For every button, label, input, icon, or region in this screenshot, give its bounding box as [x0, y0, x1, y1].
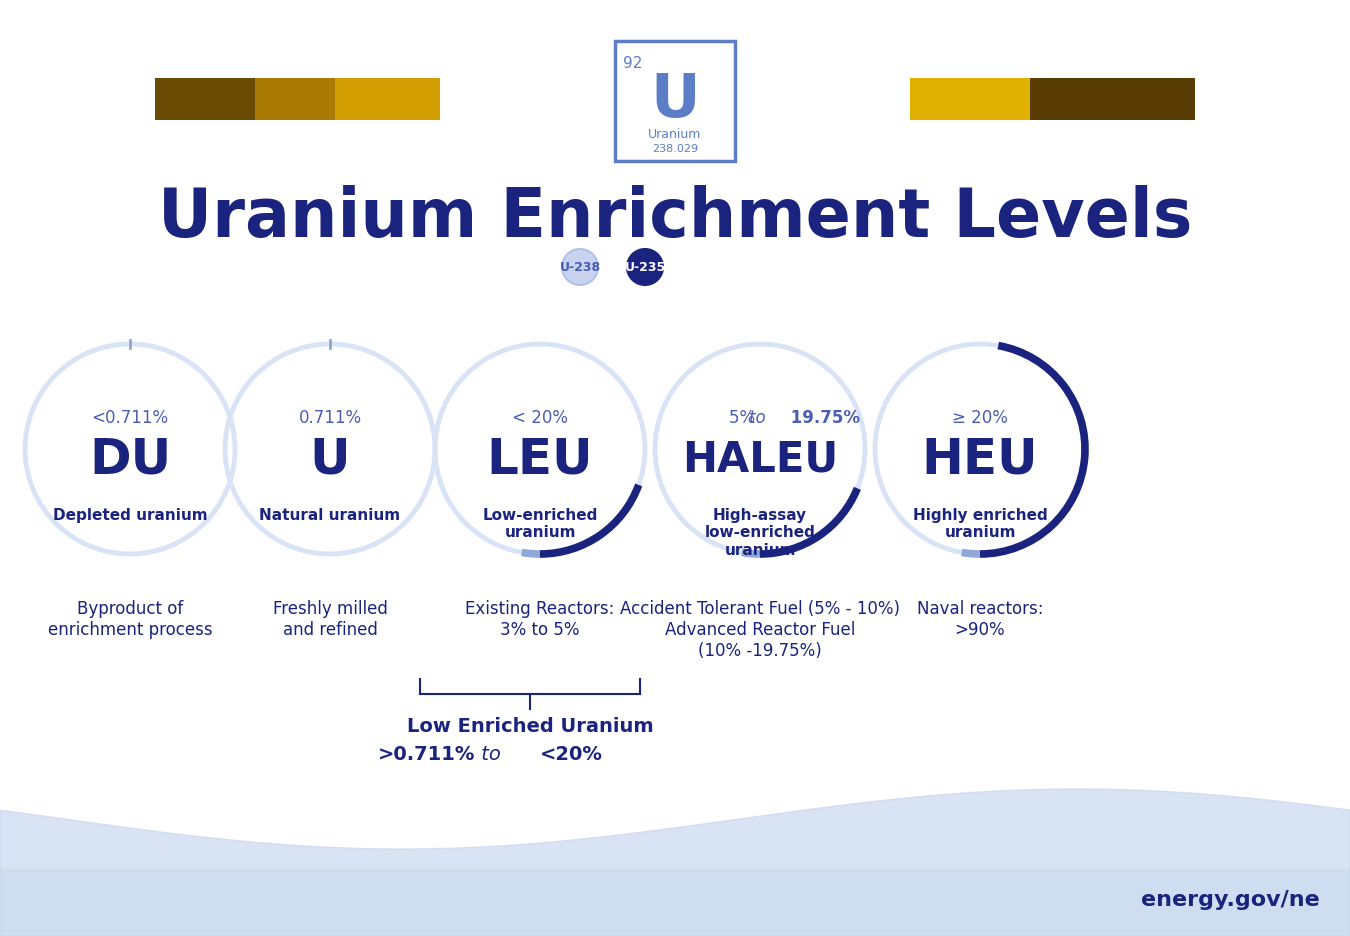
FancyBboxPatch shape	[616, 42, 734, 162]
Text: 0.711%: 0.711%	[298, 408, 362, 427]
FancyBboxPatch shape	[335, 79, 440, 121]
Text: DU: DU	[89, 435, 171, 484]
Text: U-235: U-235	[624, 261, 666, 274]
Text: High-assay
low-enriched
uranium: High-assay low-enriched uranium	[705, 507, 815, 557]
Text: Natural uranium: Natural uranium	[259, 507, 401, 522]
Text: HALEU: HALEU	[682, 439, 838, 480]
Text: U: U	[651, 70, 699, 129]
Text: Low-enriched
uranium: Low-enriched uranium	[482, 507, 598, 540]
Text: 238.029: 238.029	[652, 144, 698, 154]
Text: Low Enriched Uranium: Low Enriched Uranium	[406, 716, 653, 735]
Text: ≥ 20%: ≥ 20%	[952, 408, 1008, 427]
Text: Freshly milled
and refined: Freshly milled and refined	[273, 599, 387, 638]
Text: < 20%: < 20%	[512, 408, 568, 427]
Text: HEU: HEU	[922, 435, 1038, 484]
FancyBboxPatch shape	[155, 79, 440, 121]
FancyBboxPatch shape	[910, 79, 1030, 121]
Text: 92: 92	[622, 56, 643, 71]
Text: 19.75%: 19.75%	[761, 408, 860, 427]
FancyBboxPatch shape	[255, 79, 335, 121]
Text: Uranium: Uranium	[648, 127, 702, 140]
Text: Uranium Enrichment Levels: Uranium Enrichment Levels	[158, 184, 1192, 251]
Text: to: to	[749, 408, 771, 427]
Text: Naval reactors:
>90%: Naval reactors: >90%	[917, 599, 1044, 638]
FancyBboxPatch shape	[1030, 79, 1195, 121]
Circle shape	[562, 250, 598, 285]
Text: LEU: LEU	[487, 435, 593, 484]
Text: 5%: 5%	[729, 408, 760, 427]
Text: Byproduct of
enrichment process: Byproduct of enrichment process	[47, 599, 212, 638]
Text: U: U	[309, 435, 350, 484]
Text: Depleted uranium: Depleted uranium	[53, 507, 208, 522]
FancyBboxPatch shape	[910, 79, 1195, 121]
Text: energy.gov/ne: energy.gov/ne	[1141, 889, 1320, 909]
Text: Existing Reactors:
3% to 5%: Existing Reactors: 3% to 5%	[466, 599, 614, 638]
FancyBboxPatch shape	[155, 79, 255, 121]
Text: <20%: <20%	[540, 744, 603, 763]
Text: Highly enriched
uranium: Highly enriched uranium	[913, 507, 1048, 540]
Text: to: to	[475, 744, 508, 763]
Text: 5% to 19.75%: 5% to 19.75%	[702, 408, 818, 427]
Text: U-238: U-238	[559, 261, 601, 274]
Text: Accident Tolerant Fuel (5% - 10%)
Advanced Reactor Fuel
(10% -19.75%): Accident Tolerant Fuel (5% - 10%) Advanc…	[620, 599, 900, 659]
Text: >0.711%: >0.711%	[378, 744, 475, 763]
Text: <0.711%: <0.711%	[92, 408, 169, 427]
Circle shape	[626, 250, 663, 285]
